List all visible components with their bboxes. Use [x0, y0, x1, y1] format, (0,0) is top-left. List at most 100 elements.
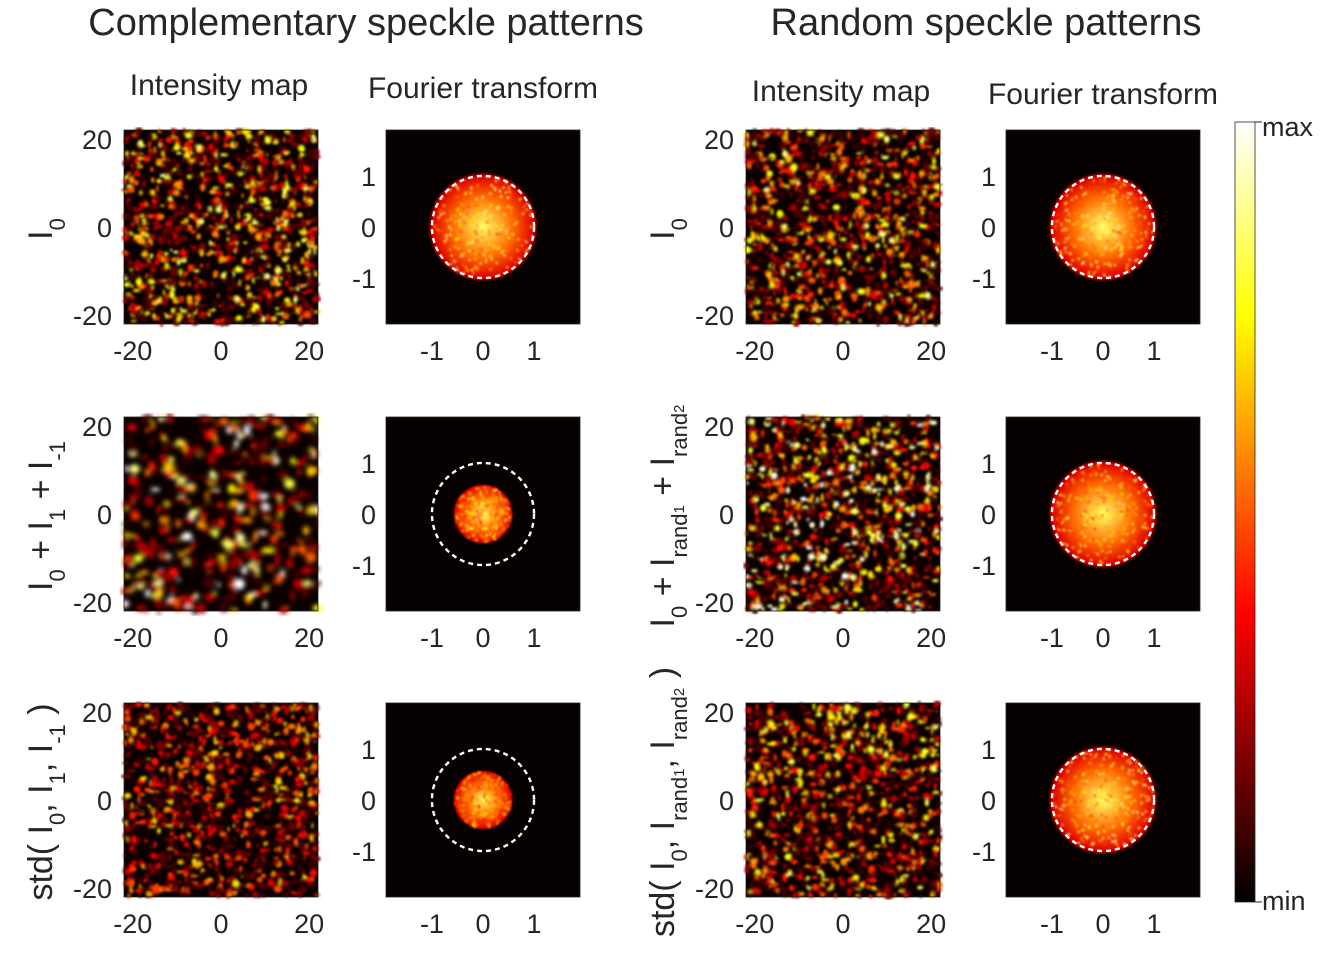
speckle — [184, 141, 189, 149]
speckle — [182, 189, 190, 193]
speckle — [290, 866, 293, 871]
speckle — [234, 578, 245, 590]
speckle — [855, 309, 861, 314]
spectrum-speck — [456, 246, 459, 250]
speckle — [840, 237, 847, 242]
spectrum-speck — [469, 188, 472, 191]
spectrum-speck — [478, 771, 482, 775]
speckle — [875, 151, 878, 155]
spectrum-speck — [498, 531, 501, 534]
speckle — [168, 196, 173, 201]
speckle — [153, 585, 158, 591]
speckle — [282, 892, 290, 897]
speckle — [276, 312, 284, 315]
speckle — [299, 765, 303, 772]
speckle — [297, 787, 303, 794]
speckle — [237, 558, 243, 565]
speckle — [262, 727, 268, 730]
spectrum-speck — [493, 502, 497, 505]
speckle — [806, 226, 813, 231]
speckle — [244, 168, 249, 175]
speckle — [823, 224, 828, 229]
speckle — [159, 453, 169, 464]
speckle — [144, 873, 149, 881]
speckle — [197, 843, 201, 849]
speckle — [305, 820, 309, 823]
speckle — [271, 524, 279, 530]
speckle — [279, 145, 287, 150]
speckle — [178, 858, 184, 862]
speckle — [148, 233, 157, 240]
speckle — [121, 522, 131, 526]
speckle — [126, 292, 132, 295]
label-part: 0 — [667, 218, 692, 230]
speckle — [263, 844, 267, 848]
speckle — [223, 143, 230, 148]
spectrum-speck — [479, 493, 482, 497]
speckle — [217, 720, 225, 727]
speckle — [901, 188, 905, 192]
spectrum-speck — [478, 225, 481, 229]
spectrum-speck — [489, 214, 492, 217]
speckle — [127, 705, 132, 713]
speckle — [127, 876, 130, 884]
spectrum-speck — [498, 190, 502, 193]
speckle — [276, 717, 284, 724]
speckle — [136, 731, 144, 736]
speckle — [271, 707, 275, 715]
spectrum-speck — [472, 487, 475, 490]
speckle — [762, 318, 768, 322]
speckle — [168, 853, 172, 860]
spectrum-speck — [493, 505, 497, 508]
speckle — [227, 787, 232, 794]
speckle — [257, 141, 264, 148]
spectrum-speck — [506, 226, 510, 230]
speckle — [177, 797, 180, 803]
spectrum-speck — [518, 198, 521, 201]
speckle — [166, 413, 174, 424]
speckle — [311, 840, 319, 845]
speckle — [249, 206, 252, 209]
speckle — [311, 722, 316, 727]
speckle — [151, 796, 159, 802]
speckle — [213, 593, 217, 600]
speckle — [776, 278, 782, 285]
speckle — [200, 427, 211, 433]
speckle — [154, 467, 165, 474]
speckle — [772, 264, 775, 272]
speckle — [221, 842, 226, 849]
spectrum-speck — [478, 203, 481, 206]
speckle — [191, 858, 197, 866]
spectrum-speck — [463, 252, 466, 256]
speckle — [293, 174, 300, 179]
speckle — [907, 254, 915, 259]
speckle — [917, 203, 921, 208]
speckle — [278, 512, 283, 520]
speckle — [161, 851, 166, 857]
speckle — [145, 788, 152, 793]
spectrum-speck — [479, 507, 482, 510]
spectrum-speck — [458, 219, 461, 222]
speckle — [233, 295, 240, 303]
speckle — [306, 235, 310, 240]
speckle — [914, 215, 921, 218]
speckle — [248, 226, 256, 233]
speckle — [166, 782, 174, 787]
speckle — [251, 220, 258, 225]
speckle — [767, 199, 771, 204]
speckle — [206, 584, 214, 587]
speckle — [213, 207, 217, 215]
speckle — [888, 260, 894, 264]
speckle — [208, 143, 214, 150]
speckle — [140, 317, 148, 323]
speckle — [231, 169, 239, 175]
spectrum-speck — [470, 797, 473, 800]
speckle — [272, 275, 276, 279]
spectrum-speck — [504, 518, 507, 522]
speckle — [282, 430, 290, 435]
speckle — [143, 303, 151, 309]
speckle — [922, 313, 925, 320]
spectrum-speck — [507, 186, 510, 189]
speckle — [762, 155, 766, 159]
spectrum-speck — [461, 791, 464, 795]
